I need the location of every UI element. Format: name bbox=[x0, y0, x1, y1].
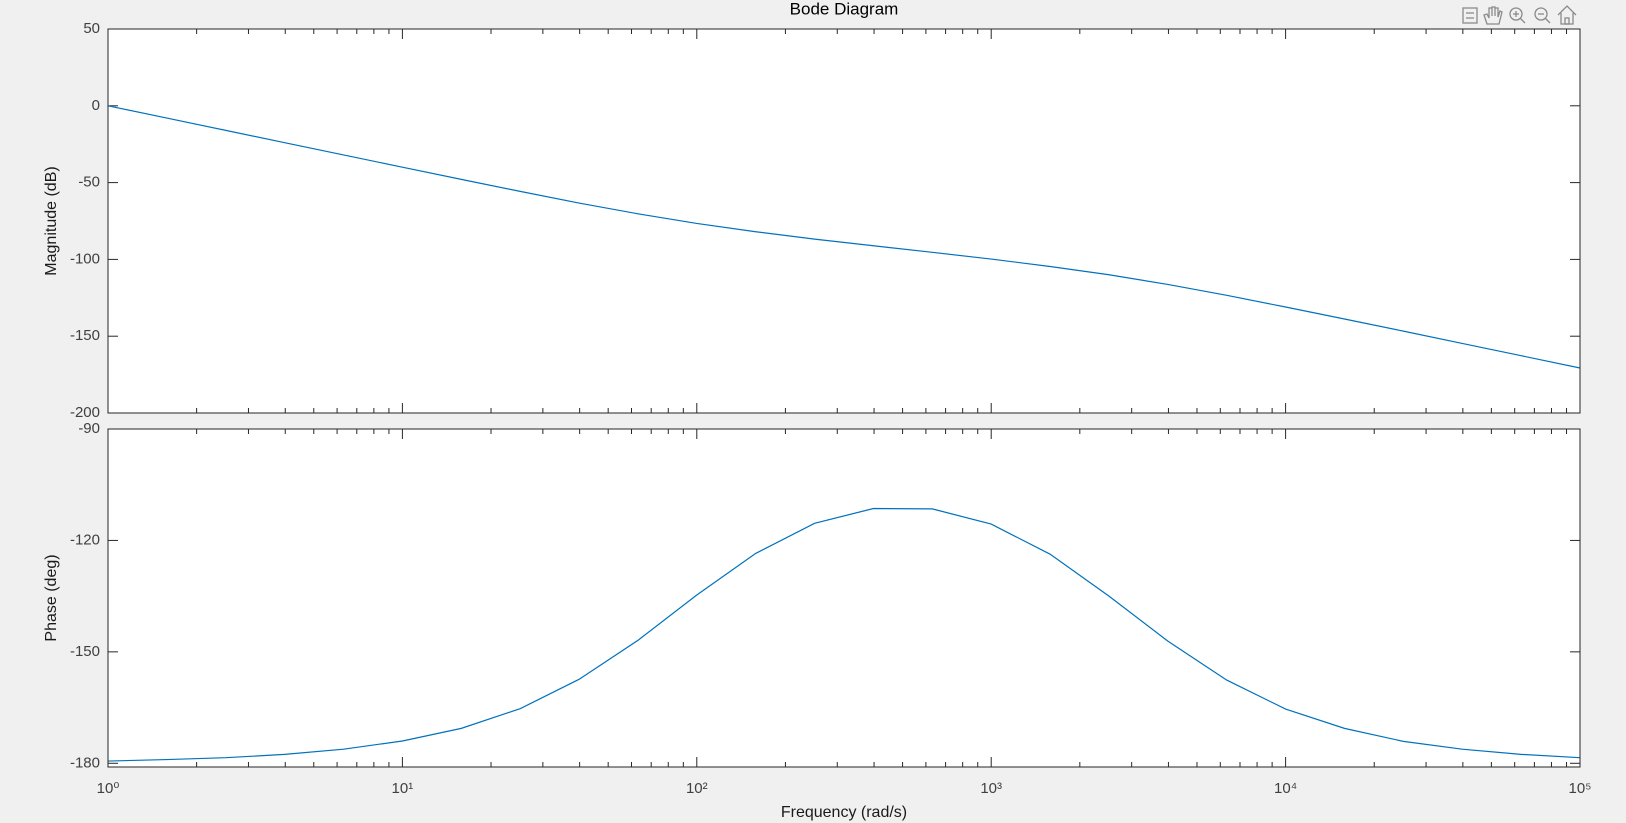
data-tips-button[interactable] bbox=[1462, 7, 1478, 24]
chart-title: Bode Diagram bbox=[790, 0, 899, 18]
home-button[interactable] bbox=[1557, 5, 1577, 25]
zoom-in-button[interactable] bbox=[1509, 7, 1526, 24]
y-tick-label: -150 bbox=[70, 327, 100, 344]
y-tick-label: -120 bbox=[70, 531, 100, 548]
x-axis-label: Frequency (rad/s) bbox=[781, 804, 907, 821]
y-tick-label: -180 bbox=[70, 754, 100, 771]
axes-frame bbox=[107, 28, 1581, 414]
y-tick-label: -90 bbox=[78, 420, 100, 437]
pan-button[interactable] bbox=[1483, 6, 1503, 25]
toolbar bbox=[1462, 5, 1577, 25]
data-line bbox=[107, 105, 1581, 369]
y-axis-label: Phase (deg) bbox=[43, 554, 60, 641]
y-tick-label: -100 bbox=[70, 250, 100, 267]
y-axis-label: Magnitude (dB) bbox=[43, 166, 60, 275]
x-tick-label: 10³ bbox=[980, 780, 1002, 797]
y-tick-label: 0 bbox=[92, 97, 100, 114]
x-tick-label: 10⁴ bbox=[1274, 780, 1297, 797]
y-tick-label: -50 bbox=[78, 174, 100, 191]
x-tick-label: 10⁰ bbox=[97, 780, 120, 797]
y-tick-label: 50 bbox=[83, 20, 100, 37]
x-tick-label: 10² bbox=[686, 780, 708, 797]
axes-frame bbox=[107, 428, 1581, 768]
x-tick-label: 10⁵ bbox=[1569, 780, 1592, 797]
data-line bbox=[107, 507, 1581, 762]
y-tick-label: -200 bbox=[70, 404, 100, 421]
y-tick-label: -150 bbox=[70, 643, 100, 660]
x-tick-label: 10¹ bbox=[392, 780, 414, 797]
axes-background bbox=[108, 429, 1580, 767]
axes-background bbox=[108, 29, 1580, 413]
zoom-out-button[interactable] bbox=[1534, 7, 1551, 24]
